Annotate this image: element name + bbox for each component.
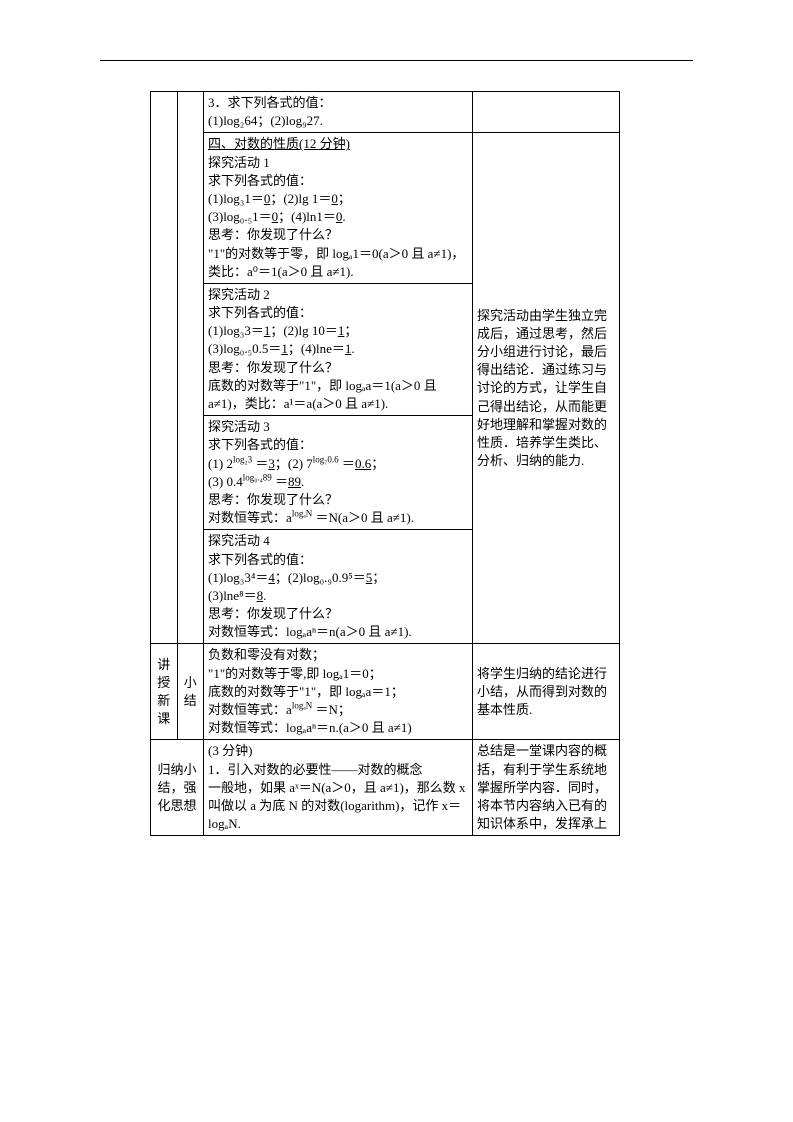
- cell-activity1: 四、对数的性质(12 分钟) 探究活动 1 求下列各式的值： (1)log₃1＝…: [204, 133, 473, 284]
- text: (3)log₀.₅1＝: [208, 209, 272, 224]
- cell-right-blank: [472, 92, 619, 133]
- sup: logₐN: [292, 509, 312, 519]
- text: 求下列各式的值：: [208, 552, 312, 567]
- sup: log₇0.6: [313, 454, 339, 464]
- text: 讲授新课: [157, 657, 170, 727]
- text: ＝: [339, 456, 355, 471]
- text: 思考：你发现了什么？: [208, 227, 338, 242]
- text: 底数的对数等于"1"，即 logₐa＝1；: [208, 684, 404, 699]
- text: ＝N(a＞0 且 a≠1).: [312, 510, 414, 525]
- text: ＝: [252, 456, 268, 471]
- heading: 探究活动 2: [208, 287, 270, 302]
- text: ；(4)ln1＝: [278, 209, 336, 224]
- text: ；: [371, 456, 384, 471]
- heading: 探究活动 4: [208, 533, 270, 548]
- text: ；(2)log₀.₉0.9⁵＝: [275, 570, 366, 585]
- table-row: 四、对数的性质(12 分钟) 探究活动 1 求下列各式的值： (1)log₃1＝…: [151, 133, 620, 284]
- text: 小结: [184, 675, 197, 708]
- text: 探究活动由学生独立完成后，通过思考，然后分小组进行讨论，最后得出结论．通过练习与…: [477, 308, 607, 469]
- text: (1)log₃3＝: [208, 323, 264, 338]
- page: 3．求下列各式的值：(1)log₂64；(2)log₉27. 四、对数的性质(1…: [0, 0, 793, 1122]
- table-row: 讲授新课 小结 负数和零没有对数； "1"的对数等于零,即 logₐ1＝0； 底…: [151, 644, 620, 740]
- sup: log₂3: [233, 454, 252, 464]
- cell-exercise3: 3．求下列各式的值：(1)log₂64；(2)log₉27.: [204, 92, 473, 133]
- cell-conclusion-right: 总结是一堂课内容的概括，有利于学生系统地掌握所学内容．同时，将本节内容纳入已有的…: [472, 740, 619, 836]
- text: 将学生归纳的结论进行小结，从而得到对数的基本性质.: [477, 666, 607, 717]
- text: 求下列各式的值：: [208, 305, 312, 320]
- text: 对数恒等式：a: [208, 510, 292, 525]
- text: (3 分钟)1．引入对数的必要性——对数的概念一般地，如果 aˣ＝N(a＞0，且…: [208, 743, 466, 831]
- cell-activity2: 探究活动 2 求下列各式的值： (1)log₃3＝1；(2)lg 10＝1； (…: [204, 283, 473, 415]
- text: ；(2)lg 1＝: [270, 191, 331, 206]
- text: 底数的对数等于"1"，即 logₐa＝1(a＞0 且 a≠1)，类比：a¹＝a(…: [208, 378, 437, 411]
- col1-lecture: 讲授新课: [151, 644, 178, 740]
- heading: 探究活动 1: [208, 155, 270, 170]
- text: ；: [344, 323, 357, 338]
- text: 对数恒等式：logₐaⁿ＝n.(a＞0 且 a≠1): [208, 720, 412, 735]
- table-row: 3．求下列各式的值：(1)log₂64；(2)log₉27.: [151, 92, 620, 133]
- heading: 探究活动 3: [208, 419, 270, 434]
- cell-summary-right: 将学生归纳的结论进行小结，从而得到对数的基本性质.: [472, 644, 619, 740]
- table-row: 归纳小结，强化思想 (3 分钟)1．引入对数的必要性——对数的概念一般地，如果 …: [151, 740, 620, 836]
- text: .: [263, 588, 266, 603]
- text: .: [351, 341, 354, 356]
- text: ；(2)lg 10＝: [270, 323, 338, 338]
- section-title: 四、对数的性质(12 分钟): [208, 136, 350, 151]
- top-rule: [100, 60, 693, 61]
- text: 归纳小结，强化思想: [158, 762, 197, 813]
- text: ；: [372, 570, 385, 585]
- cell-conclusion-content: (3 分钟)1．引入对数的必要性——对数的概念一般地，如果 aˣ＝N(a＞0，且…: [204, 740, 473, 836]
- text: .: [301, 474, 304, 489]
- text: (1) 2: [208, 456, 233, 471]
- text: 对数恒等式：logₐaⁿ＝n(a＞0 且 a≠1).: [208, 624, 412, 639]
- text: (3)lne⁸＝: [208, 588, 257, 603]
- text: (3)log₀.₅0.5＝: [208, 341, 281, 356]
- text: ＝N；: [312, 702, 351, 717]
- col2-blank: [177, 92, 204, 644]
- text: ；(2) 7: [275, 456, 313, 471]
- text: 求下列各式的值：: [208, 437, 312, 452]
- col2-summary: 小结: [177, 644, 204, 740]
- main-table: 3．求下列各式的值：(1)log₂64；(2)log₉27. 四、对数的性质(1…: [150, 91, 620, 836]
- text: 负数和零没有对数；: [208, 647, 325, 662]
- cell-right-section4: 探究活动由学生独立完成后，通过思考，然后分小组进行讨论，最后得出结论．通过练习与…: [472, 133, 619, 644]
- text: "1"的对数等于零，即 logₐ1＝0(a＞0 且 a≠1)，类比：a⁰＝1(a…: [208, 246, 464, 279]
- text: .: [342, 209, 345, 224]
- text: 思考：你发现了什么？: [208, 360, 338, 375]
- col-conclusion-left: 归纳小结，强化思想: [151, 740, 204, 836]
- text: ＝: [272, 474, 288, 489]
- text: 对数恒等式：a: [208, 702, 292, 717]
- val: 0.6: [355, 456, 371, 471]
- cell-summary-content: 负数和零没有对数； "1"的对数等于零,即 logₐ1＝0； 底数的对数等于"1…: [204, 644, 473, 740]
- text: (1)log₃3⁴＝: [208, 570, 268, 585]
- sup: logₐN: [292, 701, 312, 711]
- text: 总结是一堂课内容的概括，有利于学生系统地掌握所学内容．同时，将本节内容纳入已有的…: [477, 743, 607, 831]
- text: (1)log₃1＝: [208, 191, 264, 206]
- text: ；(4)lne＝: [288, 341, 345, 356]
- cell-activity3: 探究活动 3 求下列各式的值： (1) 2log₂3 ＝3；(2) 7log₇0…: [204, 416, 473, 530]
- text: 求下列各式的值：: [208, 173, 312, 188]
- text: 思考：你发现了什么？: [208, 492, 338, 507]
- val: 89: [288, 474, 301, 489]
- text: 3．求下列各式的值：(1)log₂64；(2)log₉27.: [208, 95, 332, 128]
- text: "1"的对数等于零,即 logₐ1＝0；: [208, 666, 382, 681]
- cell-activity4: 探究活动 4 求下列各式的值： (1)log₃3⁴＝4；(2)log₀.₉0.9…: [204, 530, 473, 644]
- text: (3) 0.4: [208, 474, 243, 489]
- text: 思考：你发现了什么？: [208, 606, 338, 621]
- sup: log₀.₄89: [243, 472, 272, 482]
- col1-blank: [151, 92, 178, 644]
- text: ；: [338, 191, 351, 206]
